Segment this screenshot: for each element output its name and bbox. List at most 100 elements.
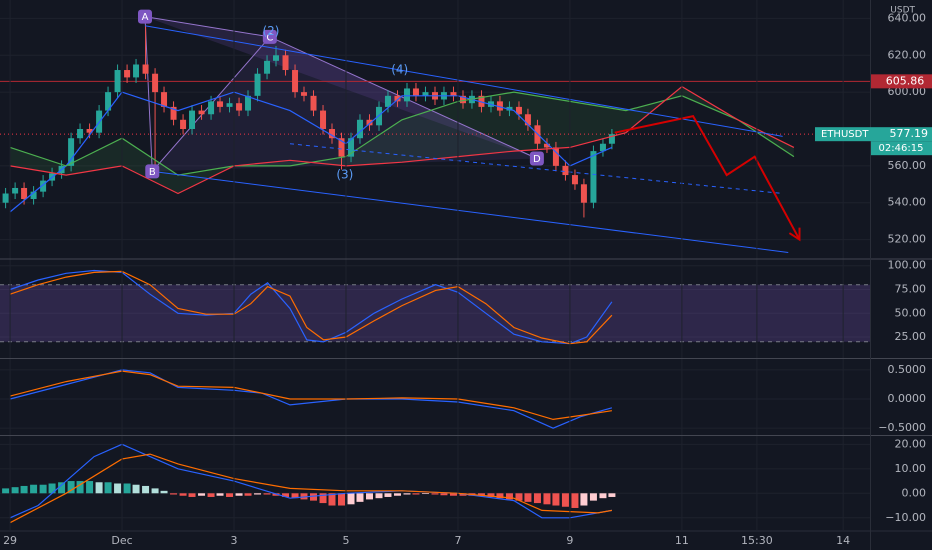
histogram-bar — [356, 493, 364, 502]
candle-body — [245, 95, 252, 111]
trendline — [614, 114, 801, 241]
histogram-bar — [142, 485, 150, 494]
histogram-bar — [58, 482, 66, 494]
histogram-bar — [160, 490, 168, 494]
cloud — [10, 86, 794, 194]
x-tick-label: 9 — [566, 534, 573, 547]
candle-body — [30, 191, 37, 200]
countdown-box — [871, 141, 932, 156]
x-tick-label: 3 — [231, 534, 238, 547]
histogram-bar — [67, 481, 75, 494]
currency-label: USDT — [890, 6, 915, 16]
candle-body — [412, 88, 419, 96]
trendline — [144, 25, 783, 137]
y-tick-label: −10.00 — [885, 511, 926, 524]
candle-body — [217, 101, 224, 107]
candle-body — [124, 70, 131, 78]
candle-body — [580, 184, 587, 203]
panel — [0, 265, 870, 345]
histogram-bar — [552, 493, 560, 506]
candle-body — [478, 95, 485, 107]
candle-body — [543, 143, 550, 148]
pattern-point-label: B — [149, 167, 156, 178]
candle-body — [282, 55, 289, 71]
histogram-bar — [11, 487, 19, 494]
histogram-bar — [48, 483, 56, 494]
histogram-bar — [403, 493, 411, 495]
y-tick-label: 0.5000 — [888, 363, 927, 376]
candle-body — [180, 119, 187, 129]
histogram-bar — [39, 484, 47, 494]
candle-body — [459, 95, 466, 104]
candle-body — [208, 101, 215, 115]
histogram-bar — [505, 493, 513, 500]
histogram-bar — [86, 481, 94, 494]
candle-body — [105, 92, 112, 111]
indicator-line — [10, 85, 795, 195]
candle-body — [562, 165, 569, 176]
symbol-label: ETHUSDT — [821, 129, 869, 140]
candle-body — [348, 138, 355, 157]
pattern-point-label: C — [266, 32, 273, 43]
y-tick-label: 520.00 — [888, 233, 927, 246]
candle-body — [170, 106, 177, 120]
candle-body — [404, 88, 411, 102]
trendline — [289, 143, 783, 194]
candle-body — [356, 119, 363, 139]
histogram-bar — [515, 493, 523, 501]
y-tick-label: 640.00 — [888, 11, 927, 24]
indicator-line — [9, 453, 613, 524]
pattern-point-label: A — [142, 12, 149, 23]
symbol-price-box — [815, 127, 932, 142]
histogram-bar — [533, 493, 541, 504]
y-tick-label: 0.00 — [902, 486, 927, 499]
candle-body — [366, 119, 373, 126]
y-tick-label: 100.00 — [888, 259, 927, 272]
histogram-bar — [263, 493, 271, 495]
y-tick-label: 540.00 — [888, 196, 927, 209]
alert-price-box — [871, 74, 932, 89]
y-tick-label: 10.00 — [895, 462, 927, 475]
histogram-bar — [123, 483, 131, 494]
candle-body — [142, 64, 149, 74]
band — [0, 284, 870, 342]
candle-body — [310, 95, 317, 111]
candle-body — [264, 60, 271, 74]
histogram-bar — [319, 493, 327, 504]
candle-body — [515, 106, 522, 115]
candle-body — [292, 70, 299, 93]
histogram-bar — [561, 493, 569, 507]
candle-body — [496, 101, 503, 111]
histogram-bar — [487, 493, 495, 497]
x-tick-label: 15:30 — [741, 534, 773, 547]
candle-body — [273, 55, 280, 61]
candle-body — [198, 110, 205, 115]
candle-body — [133, 64, 140, 78]
indicator-line — [9, 443, 613, 519]
histogram-bar — [571, 493, 579, 508]
histogram-bar — [421, 493, 429, 495]
histogram-bar — [170, 493, 178, 495]
pattern-point-box — [529, 151, 544, 166]
histogram-bar — [347, 493, 355, 505]
x-tick-label: 5 — [342, 534, 349, 547]
pattern-point-label: D — [533, 154, 541, 165]
histogram-bar — [440, 493, 448, 496]
candle-body — [152, 73, 159, 93]
y-tick-label: 560.00 — [888, 159, 927, 172]
histogram-bar — [375, 493, 383, 499]
candle-body — [320, 110, 327, 129]
y-tick-label: 0.0000 — [888, 392, 927, 405]
candle-body — [608, 134, 615, 144]
histogram-bar — [104, 482, 112, 494]
histogram-bar — [30, 484, 38, 494]
candle-body — [328, 129, 335, 139]
histogram-bar — [254, 493, 262, 495]
histogram-bar — [20, 485, 28, 494]
arrow-head — [788, 227, 801, 242]
histogram-bar — [328, 493, 336, 506]
candle-body — [571, 175, 578, 185]
candle-body — [450, 92, 457, 96]
histogram-bar — [226, 493, 234, 497]
candle-body — [114, 70, 121, 93]
